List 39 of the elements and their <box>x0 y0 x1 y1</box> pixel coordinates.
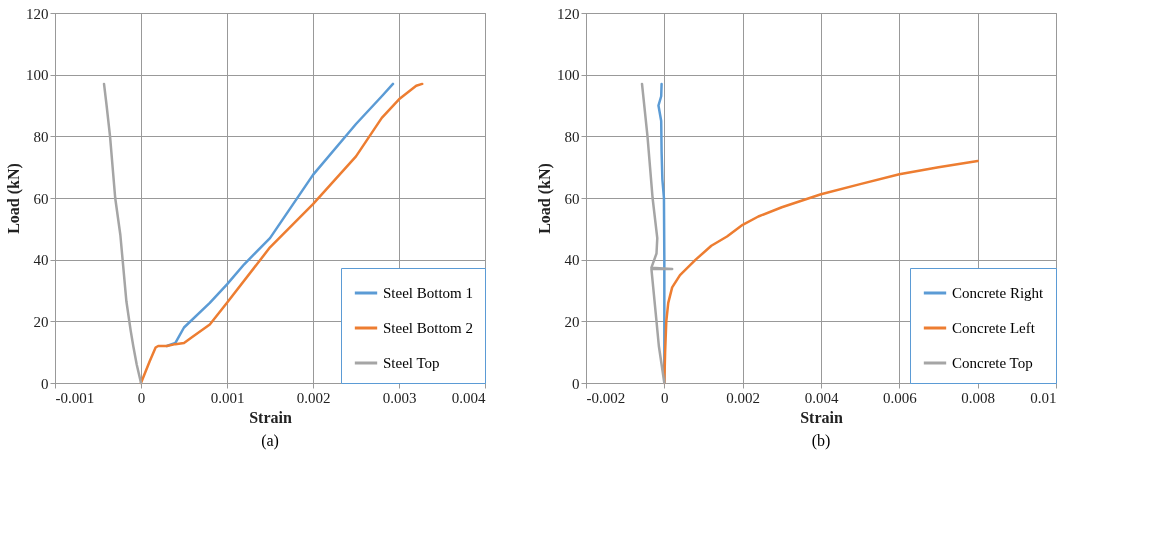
y-tick-label: 80 <box>564 128 580 145</box>
y-tick-label: 40 <box>564 252 580 269</box>
x-axis-title: Strain <box>800 408 843 426</box>
y-tick-label: 0 <box>572 375 580 392</box>
y-tick-label: 120 <box>26 5 49 22</box>
y-tick-label: 40 <box>33 252 49 269</box>
legend-label: Steel Bottom 1 <box>383 285 473 301</box>
x-tick-label: 0.002 <box>726 389 761 406</box>
x-tick-label: -0.002 <box>586 389 626 406</box>
legend-label: Concrete Top <box>952 355 1033 371</box>
y-tick-label: 100 <box>557 67 580 84</box>
x-tick-label: 0.008 <box>961 389 996 406</box>
y-tick-label: 20 <box>33 313 49 330</box>
y-tick-label: 0 <box>41 375 49 392</box>
x-tick-label: 0.006 <box>882 389 918 406</box>
y-tick-label: 20 <box>564 313 580 330</box>
y-tick-label: 100 <box>26 67 49 84</box>
x-tick-label: 0.001 <box>210 389 245 406</box>
legend-label: Steel Bottom 2 <box>383 320 473 336</box>
x-tick-label: 0.002 <box>296 389 331 406</box>
y-tick-label: 120 <box>557 5 580 22</box>
y-tick-label: 60 <box>564 190 580 207</box>
y-axis-title: Load (kN) <box>536 163 554 234</box>
y-axis-title: Load (kN) <box>5 163 23 234</box>
x-tick-label: 0.004 <box>804 389 839 406</box>
text: (a) <box>261 432 279 450</box>
x-axis-title: Strain <box>249 408 292 426</box>
x-tick-label: 0.004 <box>451 389 486 406</box>
text: (b) <box>811 432 831 450</box>
y-tick-label: 60 <box>33 190 49 207</box>
y-tick-label: 80 <box>33 128 49 145</box>
x-tick-label: -0.001 <box>55 389 95 406</box>
x-tick-label: 0 <box>137 389 146 406</box>
x-tick-label: 0 <box>661 389 669 406</box>
legend-label: Steel Top <box>383 355 440 371</box>
x-tick-label: 0.01 <box>1030 389 1057 406</box>
legend-label: Concrete Right <box>952 285 1045 301</box>
legend-label: Concrete Left <box>952 320 1036 336</box>
x-tick-label: 0.003 <box>382 389 417 406</box>
